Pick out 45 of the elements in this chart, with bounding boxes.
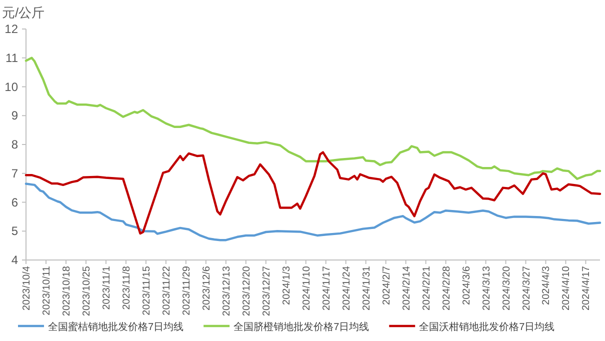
x-tick-label: 2024/4/17: [581, 266, 592, 310]
y-tick-label: 6: [11, 195, 18, 210]
x-tick-label: 2023/11/1: [101, 266, 112, 310]
y-tick-label: 8: [11, 138, 18, 152]
x-tick-label: 2023/12/20: [241, 266, 252, 316]
x-tick-label: 2024/4/3: [541, 266, 552, 305]
x-tick-label: 2023/11/15: [141, 266, 152, 316]
x-tick-label: 2024/3/6: [461, 266, 472, 305]
x-tick-label: 2024/2/7: [381, 266, 392, 305]
line-series: [24, 182, 602, 242]
legend-label: 全国脐橙销地批发价格7日均线: [234, 321, 370, 333]
y-tick-label: 7: [11, 166, 18, 180]
x-tick-label: 2024/2/14: [401, 266, 412, 310]
x-tick-label: 2023/12/6: [201, 266, 212, 310]
x-tick-label: 2024/1/10: [301, 266, 312, 310]
x-tick-label: 2023/10/4: [22, 266, 32, 310]
y-tick-label: 4: [11, 253, 18, 267]
x-tick-label: 2023/10/11: [41, 266, 52, 316]
x-tick-label: 2024/2/21: [421, 266, 432, 310]
x-tick-label: 2023/11/29: [181, 266, 192, 316]
legend-label: 全国沃柑销地批发价格7日均线: [419, 321, 555, 333]
y-axis-title: 元/公斤: [2, 5, 45, 20]
x-tick-label: 2023/12/13: [221, 266, 232, 316]
line-series: [24, 56, 602, 180]
x-tick-label: 2024/4/10: [561, 266, 572, 310]
x-tick-label: 2024/3/27: [521, 266, 532, 310]
y-tick-label: 12: [4, 22, 18, 36]
y-tick-label: 5: [11, 224, 18, 238]
x-tick-label: 2024/2/28: [441, 266, 452, 310]
x-tick-label: 2023/12/27: [261, 266, 272, 316]
legend-label: 全国蜜桔销地批发价格7日均线: [48, 321, 184, 333]
x-tick-label: 2024/3/20: [501, 266, 512, 310]
y-tick-label: 9: [11, 108, 18, 123]
x-tick-label: 2024/1/17: [321, 266, 332, 310]
x-tick-label: 2023/10/18: [61, 266, 72, 316]
x-tick-label: 2024/1/31: [361, 266, 372, 310]
x-tick-label: 2024/3/13: [481, 266, 492, 310]
y-tick-label: 11: [6, 50, 18, 65]
x-tick-label: 2023/11/8: [121, 266, 132, 310]
line-series: [24, 151, 602, 235]
y-tick-label: 10: [4, 80, 18, 94]
x-tick-label: 2024/1/3: [281, 266, 292, 305]
x-tick-label: 2023/11/22: [161, 266, 172, 316]
x-tick-label: 2023/10/25: [81, 266, 92, 316]
x-tick-label: 2024/1/24: [341, 266, 352, 310]
